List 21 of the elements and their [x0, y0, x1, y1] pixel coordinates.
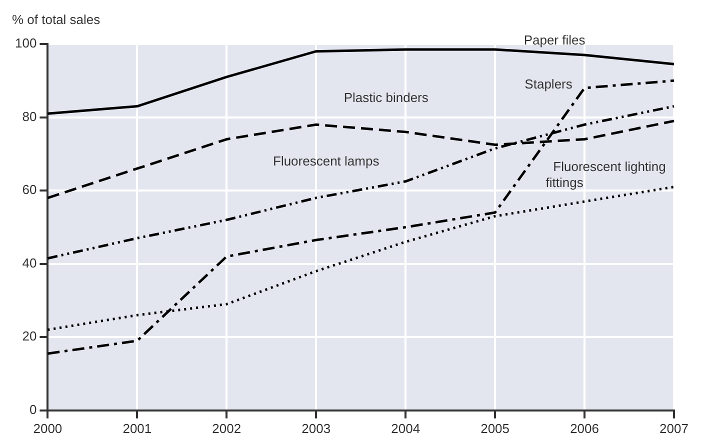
- y-tick-label: 20: [22, 328, 37, 344]
- x-tick-label: 2000: [33, 420, 62, 436]
- x-tick-label: 2006: [570, 420, 599, 436]
- series-label: Staplers: [524, 76, 573, 92]
- series-label: Fluorescent lighting fittings: [546, 159, 666, 190]
- x-tick-label: 2001: [122, 420, 152, 436]
- x-tick-label: 2005: [480, 420, 510, 436]
- line-series: [46, 79, 676, 355]
- y-tick-label: 40: [22, 255, 37, 270]
- x-tick-label: 2003: [302, 420, 331, 436]
- y-tick-label: 60: [22, 182, 37, 198]
- series-label: Plastic binders: [344, 90, 429, 106]
- y-tick-label: 80: [22, 108, 37, 124]
- x-tick-label: 2007: [660, 420, 688, 436]
- series-label: Fluorescent lamps: [273, 153, 380, 168]
- x-tick-label: 2002: [212, 420, 242, 436]
- series-label: Paper files: [524, 32, 586, 48]
- x-tick-label: 2004: [391, 420, 420, 436]
- y-tick-label: 100: [14, 36, 37, 51]
- y-axis-title: % of total sales: [12, 12, 101, 28]
- y-tick-label: 0: [29, 402, 37, 417]
